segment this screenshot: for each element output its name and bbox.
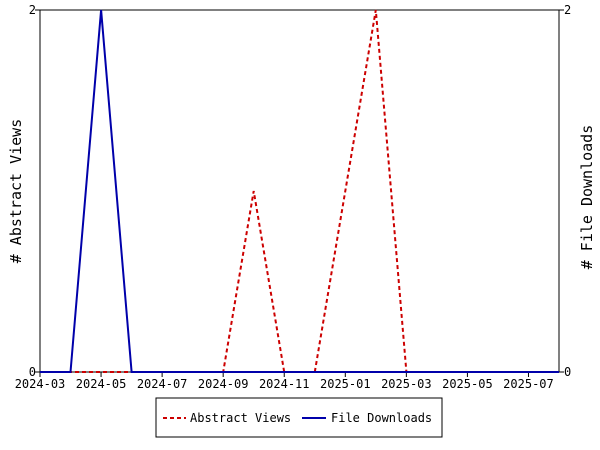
legend-label-file-downloads: File Downloads — [331, 411, 432, 425]
legend: Abstract Views File Downloads — [155, 397, 443, 438]
x-axis-ticks: 2024-03 2024-05 2024-07 2024-09 2024-11 2025-… — [15, 372, 554, 391]
y-tick-label-right: 2 — [564, 3, 571, 17]
legend-box — [155, 397, 443, 438]
series-line-file-downloads — [40, 9, 559, 373]
x-tick-label: 2025-01 — [320, 377, 371, 391]
y-axis-label-right: # File Downloads — [578, 125, 596, 270]
x-tick-label: 2024-11 — [259, 377, 310, 391]
y-tick-label-right: 0 — [564, 365, 571, 379]
series-lines — [40, 9, 559, 373]
x-tick-label: 2024-09 — [198, 377, 249, 391]
x-tick-label: 2024-03 — [15, 377, 66, 391]
y-tick-label-left: 2 — [29, 3, 36, 17]
plot-area — [39, 9, 560, 373]
x-tick-label: 2025-05 — [442, 377, 493, 391]
series-line-abstract-views — [40, 9, 559, 373]
y-axis-ticks: 0 2 0 2 — [29, 3, 571, 379]
y-axis-label-left: # Abstract Views — [7, 119, 25, 264]
legend-label-abstract-views: Abstract Views — [190, 411, 291, 425]
x-tick-label: 2024-07 — [137, 377, 188, 391]
x-tick-label: 2024-05 — [76, 377, 127, 391]
x-tick-label: 2025-03 — [381, 377, 432, 391]
y-tick-label-left: 0 — [29, 365, 36, 379]
x-tick-label: 2025-07 — [503, 377, 554, 391]
